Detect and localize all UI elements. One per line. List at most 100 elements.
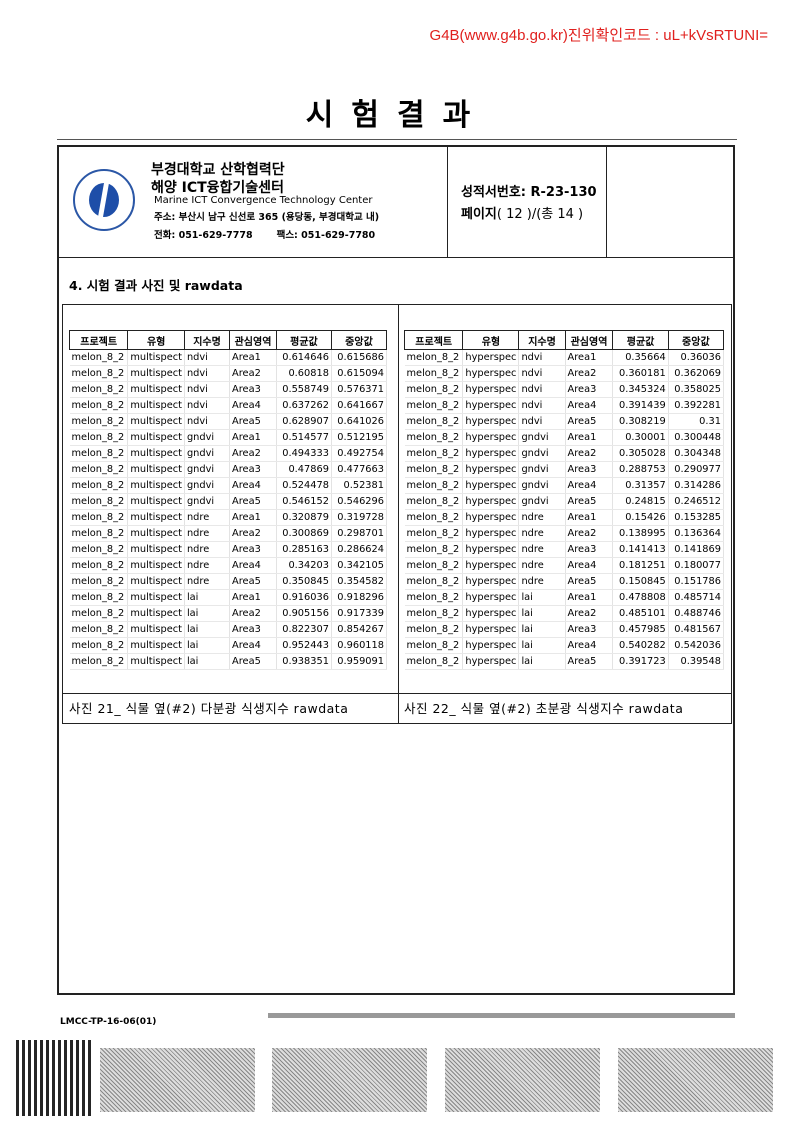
page-label: 페이지 — [461, 207, 497, 222]
table-row: melon_8_2hyperspecndviArea50.3082190.31 — [405, 414, 724, 430]
table-cell: Area2 — [565, 366, 613, 382]
table-cell: melon_8_2 — [70, 462, 128, 478]
table-cell: 0.24815 — [613, 494, 668, 510]
table-row: melon_8_2hyperspecndviArea20.3601810.362… — [405, 366, 724, 382]
table-cell: multispect — [128, 414, 185, 430]
table-cell: 0.345324 — [613, 382, 668, 398]
table-cell: 0.52381 — [331, 478, 386, 494]
table-cell: ndre — [184, 558, 229, 574]
column-header: 중앙값 — [331, 331, 386, 350]
table-cell: 0.150845 — [613, 574, 668, 590]
table-cell: 0.524478 — [276, 478, 331, 494]
table-cell: 0.31357 — [613, 478, 668, 494]
table-row: melon_8_2multispectndviArea20.608180.615… — [70, 366, 387, 382]
table-row: melon_8_2multispectndviArea50.6289070.64… — [70, 414, 387, 430]
title-rule — [57, 139, 737, 140]
table-cell: ndvi — [519, 414, 565, 430]
table-cell: Area1 — [565, 590, 613, 606]
table-cell: 0.512195 — [331, 430, 386, 446]
table-cell: 0.917339 — [331, 606, 386, 622]
table-cell: melon_8_2 — [70, 350, 128, 366]
table-cell: Area2 — [230, 526, 277, 542]
table-cell: gndvi — [519, 462, 565, 478]
table-cell: multispect — [128, 494, 185, 510]
table-cell: melon_8_2 — [405, 590, 463, 606]
report-number: 성적서번호: R-23-130 — [461, 181, 597, 200]
table-cell: melon_8_2 — [405, 462, 463, 478]
table-cell: melon_8_2 — [70, 430, 128, 446]
table-cell: hyperspec — [463, 414, 519, 430]
table-cell: 0.15426 — [613, 510, 668, 526]
table-cell: ndvi — [184, 350, 229, 366]
photo-table: 프로젝트유형지수명관심영역평균값중앙값melon_8_2multispectnd… — [62, 304, 732, 724]
table-cell: hyperspec — [463, 494, 519, 510]
table-cell: 0.288753 — [613, 462, 668, 478]
table-cell: Area2 — [230, 446, 277, 462]
table-cell: multispect — [128, 606, 185, 622]
table-cell: melon_8_2 — [70, 526, 128, 542]
table-cell: Area3 — [565, 462, 613, 478]
table-cell: multispect — [128, 526, 185, 542]
table-cell: hyperspec — [463, 350, 519, 366]
column-header: 평균값 — [613, 331, 668, 350]
table-row: melon_8_2hyperspecgndviArea40.313570.314… — [405, 478, 724, 494]
table-cell: 0.916036 — [276, 590, 331, 606]
table-row: melon_8_2multispectgndviArea40.5244780.5… — [70, 478, 387, 494]
table-row: melon_8_2hyperspeclaiArea30.4579850.4815… — [405, 622, 724, 638]
table-row: melon_8_2multispectlaiArea30.8223070.854… — [70, 622, 387, 638]
table-cell: multispect — [128, 398, 185, 414]
table-cell: ndvi — [519, 382, 565, 398]
page-title: 시험결과 — [0, 90, 794, 134]
table-cell: Area4 — [565, 638, 613, 654]
table-cell: 0.181251 — [613, 558, 668, 574]
table-cell: hyperspec — [463, 654, 519, 670]
table-cell: melon_8_2 — [405, 654, 463, 670]
table-cell: melon_8_2 — [405, 446, 463, 462]
table-cell: 0.615686 — [331, 350, 386, 366]
table-cell: 0.320879 — [276, 510, 331, 526]
table-cell: Area5 — [230, 654, 277, 670]
table-cell: ndre — [519, 558, 565, 574]
table-cell: ndvi — [184, 366, 229, 382]
table-cell: 0.285163 — [276, 542, 331, 558]
table-cell: lai — [184, 622, 229, 638]
table-cell: melon_8_2 — [405, 510, 463, 526]
table-row: melon_8_2multispectndviArea40.6372620.64… — [70, 398, 387, 414]
table-cell: 0.546296 — [331, 494, 386, 510]
table-cell: 0.342105 — [331, 558, 386, 574]
table-cell: hyperspec — [463, 510, 519, 526]
table-cell: 0.391439 — [613, 398, 668, 414]
table-row: melon_8_2hyperspecndviArea10.356640.3603… — [405, 350, 724, 366]
table-cell: ndvi — [184, 382, 229, 398]
table-cell: Area4 — [230, 638, 277, 654]
header-row: 프로젝트유형지수명관심영역평균값중앙값 — [70, 331, 387, 350]
column-header: 지수명 — [184, 331, 229, 350]
table-cell: melon_8_2 — [405, 574, 463, 590]
table-cell: 0.494333 — [276, 446, 331, 462]
table-cell: melon_8_2 — [70, 590, 128, 606]
right-rawdata-table: 프로젝트유형지수명관심영역평균값중앙값melon_8_2hyperspecndv… — [404, 330, 724, 670]
table-cell: melon_8_2 — [70, 446, 128, 462]
table-cell: melon_8_2 — [405, 542, 463, 558]
table-cell: 0.485101 — [613, 606, 668, 622]
table-cell: multispect — [128, 366, 185, 382]
table-cell: 0.959091 — [331, 654, 386, 670]
table-cell: Area2 — [565, 526, 613, 542]
table-cell: Area5 — [565, 414, 613, 430]
table-cell: melon_8_2 — [70, 382, 128, 398]
table-cell: 0.392281 — [668, 398, 723, 414]
table-cell: Area3 — [565, 542, 613, 558]
table-cell: hyperspec — [463, 398, 519, 414]
form-code: LMCC-TP-16-06(01) — [60, 1017, 156, 1027]
table-cell: 0.360181 — [613, 366, 668, 382]
table-cell: Area5 — [230, 414, 277, 430]
table-cell: Area5 — [565, 574, 613, 590]
table-cell: melon_8_2 — [70, 558, 128, 574]
table-cell: 0.30001 — [613, 430, 668, 446]
table-cell: 0.246512 — [668, 494, 723, 510]
table-cell: 0.542036 — [668, 638, 723, 654]
table-cell: Area1 — [565, 430, 613, 446]
table-cell: 0.477663 — [331, 462, 386, 478]
table-cell: lai — [519, 590, 565, 606]
